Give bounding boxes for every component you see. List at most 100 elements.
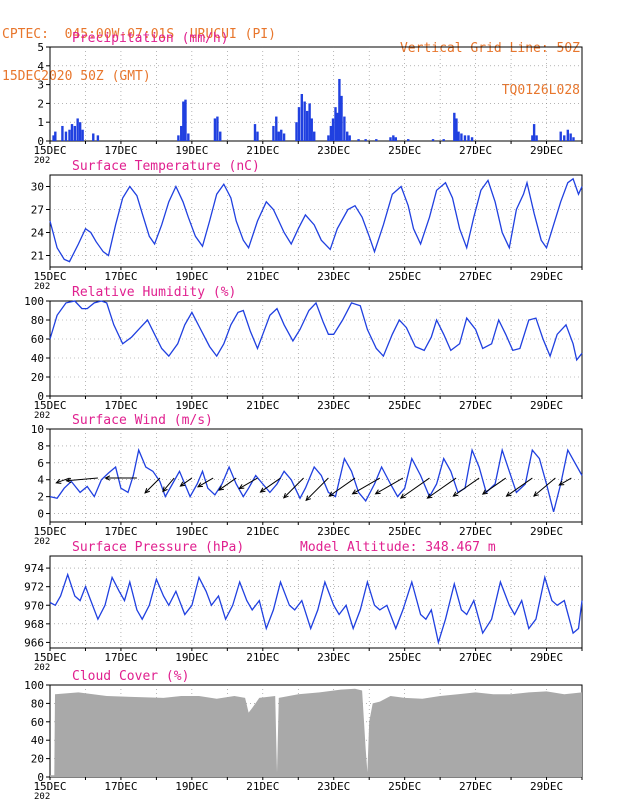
- precip-bar: [64, 131, 68, 141]
- wind-arrow-shaft: [260, 477, 281, 493]
- precip-bar: [329, 125, 333, 141]
- y-tick-label: 972: [24, 581, 44, 594]
- precip-bar: [572, 137, 575, 141]
- wind-arrow: [305, 477, 329, 502]
- precip-bar: [73, 125, 77, 141]
- series-line: [49, 177, 583, 263]
- wind-arrow: [399, 477, 430, 499]
- precip-bar: [407, 139, 410, 141]
- x-tick-label: 17DEC: [104, 780, 137, 793]
- x-tick-label: 17DEC: [104, 270, 137, 283]
- precip-bar: [457, 131, 460, 141]
- precip-bar: [182, 101, 185, 141]
- wind-arrow-head: [282, 492, 289, 499]
- wind-arrow: [351, 477, 381, 495]
- panel-title: Relative Humidity (%): [72, 285, 236, 300]
- precip-bar: [442, 139, 445, 141]
- wind-arrow: [65, 477, 98, 484]
- panel-frame: [49, 555, 583, 649]
- precip-bar: [52, 135, 55, 141]
- header-model-code: TQ0126L028: [501, 83, 580, 98]
- x-tick-label: 25DEC: [388, 144, 421, 157]
- precip-bar: [563, 135, 566, 141]
- precip-bar: [305, 110, 309, 141]
- precip-bar: [92, 133, 95, 141]
- x-tick-label: 19DEC: [175, 399, 208, 412]
- precip-bar: [275, 116, 278, 141]
- wind-arrow-head: [238, 484, 245, 490]
- precip-bar: [453, 112, 456, 141]
- x-tick-label: 21DEC: [246, 651, 279, 664]
- wind-arrow-shaft: [283, 477, 304, 499]
- x-tick-label: 15DEC: [33, 144, 66, 157]
- precip-bar: [463, 135, 467, 141]
- x-cutoff-label: 202: [34, 411, 50, 421]
- y-tick-label: 30: [31, 181, 44, 194]
- precip-bar: [470, 137, 474, 141]
- precip-bar: [531, 135, 534, 141]
- wind-arrow-head: [426, 493, 433, 499]
- y-tick-label: 3: [37, 79, 44, 92]
- x-tick-label: 15DEC: [33, 399, 66, 412]
- precip-bar: [187, 133, 190, 141]
- y-tick-label: 27: [31, 204, 44, 217]
- wind-arrow-shaft: [427, 477, 457, 499]
- y-tick-label: 10: [31, 423, 44, 436]
- wind-arrow-head: [533, 491, 539, 497]
- y-tick-label: 2: [37, 97, 44, 110]
- panel-frame: [49, 428, 583, 523]
- wind-arrow-head: [481, 489, 488, 495]
- x-tick-label: 29DEC: [530, 651, 563, 664]
- x-cutoff-label: 202: [34, 792, 50, 800]
- wind-arrow-head: [305, 495, 312, 502]
- wind-arrow-shaft: [375, 477, 404, 495]
- x-tick-label: 25DEC: [388, 525, 421, 538]
- panel-6: Cloud Cover (%) 0 20 40 60 80 100 15DEC 17DEC 19D…: [24, 669, 583, 800]
- y-tick-label: 24: [31, 227, 45, 240]
- precip-bar: [327, 135, 330, 141]
- wind-arrow-shaft: [218, 477, 237, 491]
- y-tick-label: 4: [37, 474, 44, 487]
- x-tick-label: 23DEC: [317, 651, 350, 664]
- precip-bar: [256, 131, 259, 141]
- x-tick-label: 29DEC: [530, 780, 563, 793]
- y-tick-label: 970: [24, 599, 44, 612]
- precip-bar: [219, 131, 222, 141]
- wind-arrow-head: [65, 477, 72, 484]
- wind-arrow-head: [196, 482, 204, 488]
- precip-bar: [282, 133, 286, 141]
- x-tick-label: 17DEC: [104, 525, 137, 538]
- y-tick-label: 40: [31, 352, 44, 365]
- precip-bar: [70, 124, 74, 141]
- y-tick-label: 0: [37, 508, 44, 521]
- panel-title: Surface Wind (m/s): [72, 413, 213, 428]
- y-tick-label: 80: [31, 697, 44, 710]
- x-tick-label: 25DEC: [388, 651, 421, 664]
- wind-arrow-head: [104, 475, 111, 481]
- precip-bar: [313, 131, 316, 141]
- wind-arrow: [144, 477, 161, 494]
- x-tick-label: 19DEC: [175, 651, 208, 664]
- panel-1: Precipitation (mm/h) 0 1 2 3 4 5 15DEC 17DEC 19DE…: [33, 31, 583, 166]
- wind-arrow: [196, 477, 214, 488]
- wind-arrow: [452, 477, 480, 497]
- precip-bar: [331, 118, 335, 141]
- wind-arrow: [259, 477, 281, 493]
- x-tick-label: 29DEC: [530, 270, 563, 283]
- wind-arrow-head: [399, 493, 406, 499]
- precip-bar: [566, 129, 570, 141]
- x-tick-label: 23DEC: [317, 270, 350, 283]
- wind-arrow: [481, 477, 507, 495]
- precip-bar: [177, 135, 180, 141]
- precip-bar: [280, 129, 283, 141]
- x-tick-label: 23DEC: [317, 525, 350, 538]
- wind-arrow: [374, 477, 404, 495]
- wind-arrow: [505, 477, 533, 497]
- x-tick-label: 17DEC: [104, 399, 137, 412]
- x-tick-label: 29DEC: [530, 144, 563, 157]
- x-tick-label: 15DEC: [33, 525, 66, 538]
- x-tick-label: 19DEC: [175, 270, 208, 283]
- x-cutoff-label: 202: [34, 156, 50, 166]
- precip-bar: [81, 129, 84, 141]
- y-tick-label: 4: [37, 60, 44, 73]
